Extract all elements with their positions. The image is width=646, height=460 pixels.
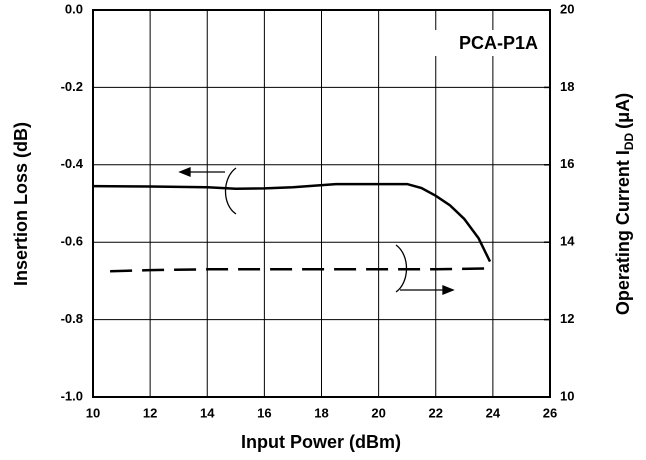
series-line xyxy=(92,182,492,263)
series-line xyxy=(110,267,488,273)
plot: 10 12 14 16 18 20 22 24 26 0.0 -0.2 -0.4 -0.6 -0.8 -1.… xyxy=(61,1,576,420)
x-axis-label: Input Power (dBm) xyxy=(241,432,401,452)
x-tick-label: 10 xyxy=(86,405,100,420)
annotation-bg xyxy=(410,30,540,56)
y-tick-label: -0.6 xyxy=(61,234,83,249)
y2-tick-label: 20 xyxy=(560,1,574,16)
y2-tick-label: 14 xyxy=(560,234,575,249)
x-tick-label: 16 xyxy=(257,405,271,420)
left-arrowhead xyxy=(178,167,191,177)
x-tick-label: 24 xyxy=(486,405,501,420)
y2-tick-label: 10 xyxy=(560,388,574,403)
x-tick-label: 26 xyxy=(543,405,557,420)
y2-label-end: (μA) xyxy=(613,93,633,129)
x-tick-label: 12 xyxy=(143,405,157,420)
left-curl xyxy=(224,167,237,215)
y2-label-sub: DD xyxy=(622,132,636,150)
y2-axis-label: Operating Current IDD (μA) xyxy=(613,93,636,315)
right-arrowhead xyxy=(442,285,455,295)
y2-tick-label: 16 xyxy=(560,156,574,171)
y-tick-label: 0.0 xyxy=(65,1,83,16)
indicators xyxy=(178,167,455,295)
x-tick-label: 18 xyxy=(314,405,328,420)
y2-tick-label: 18 xyxy=(560,79,574,94)
y-tick-label: -0.2 xyxy=(61,79,83,94)
plot-frame xyxy=(92,9,551,398)
x-tick-label: 14 xyxy=(200,405,215,420)
y-tick-label: -0.4 xyxy=(61,156,84,171)
y-tick-label: -1.0 xyxy=(61,388,83,403)
y-tick-label: -0.8 xyxy=(61,311,83,326)
right-curl xyxy=(395,244,408,293)
y2-tick-label: 12 xyxy=(560,311,574,326)
annotation: PCA-P1A xyxy=(459,33,538,53)
x-tick-label: 22 xyxy=(429,405,443,420)
y-axis-label: Insertion Loss (dB) xyxy=(11,122,31,286)
y2-label-main: Operating Current I xyxy=(613,150,633,315)
x-tick-label: 20 xyxy=(371,405,385,420)
